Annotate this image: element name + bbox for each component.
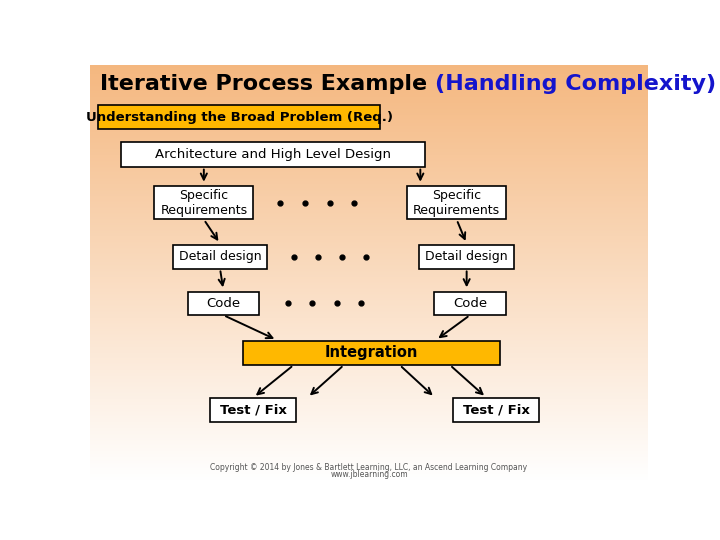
Text: Iterative Process Example: Iterative Process Example — [100, 73, 435, 93]
Text: Test / Fix: Test / Fix — [462, 403, 529, 416]
Text: Code: Code — [453, 297, 487, 310]
Text: Understanding the Broad Problem (Req.): Understanding the Broad Problem (Req.) — [86, 111, 393, 124]
Text: Specific
Requirements: Specific Requirements — [161, 188, 248, 217]
FancyBboxPatch shape — [121, 141, 425, 167]
Text: Test / Fix: Test / Fix — [220, 403, 287, 416]
FancyBboxPatch shape — [173, 245, 267, 268]
FancyBboxPatch shape — [243, 341, 500, 365]
Text: Detail design: Detail design — [179, 251, 261, 264]
Text: www.jblearning.com: www.jblearning.com — [330, 470, 408, 479]
FancyBboxPatch shape — [453, 399, 539, 422]
Text: (Handling Complexity): (Handling Complexity) — [435, 73, 716, 93]
Text: Copyright © 2014 by Jones & Bartlett Learning, LLC, an Ascend Learning Company: Copyright © 2014 by Jones & Bartlett Lea… — [210, 463, 528, 472]
Text: Code: Code — [207, 297, 240, 310]
Text: Integration: Integration — [325, 346, 418, 360]
FancyBboxPatch shape — [188, 292, 259, 315]
FancyBboxPatch shape — [419, 245, 514, 268]
FancyBboxPatch shape — [154, 186, 253, 219]
Text: Specific
Requirements: Specific Requirements — [413, 188, 500, 217]
FancyBboxPatch shape — [407, 186, 506, 219]
FancyBboxPatch shape — [434, 292, 505, 315]
Text: Detail design: Detail design — [426, 251, 508, 264]
FancyBboxPatch shape — [99, 105, 380, 129]
FancyBboxPatch shape — [210, 399, 297, 422]
Text: Architecture and High Level Design: Architecture and High Level Design — [155, 148, 391, 161]
